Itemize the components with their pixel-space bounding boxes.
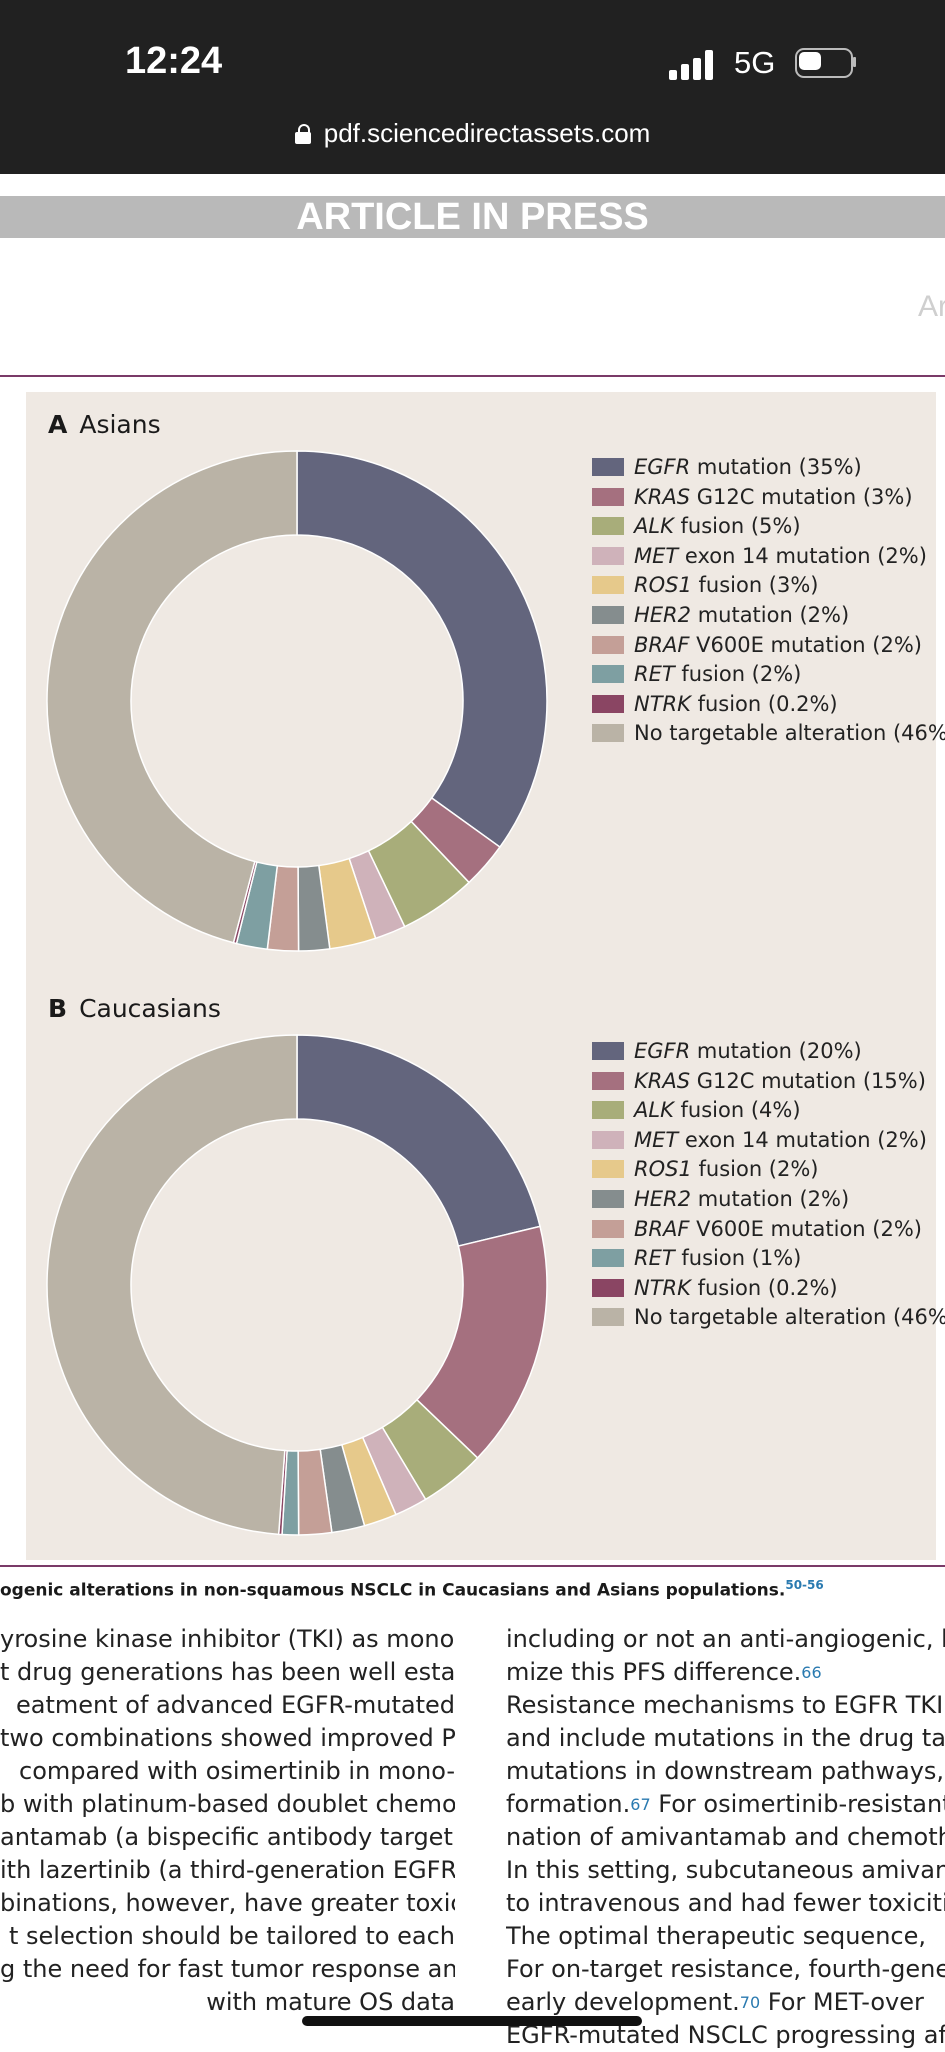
text-line: two combinations showed improved PFS [0, 1724, 455, 1752]
legend-swatch [592, 458, 624, 476]
legend-label: EGFR mutation (20%) [634, 1039, 862, 1063]
legend-label: RET fusion (2%) [634, 662, 802, 687]
network-label: 5G [734, 45, 776, 80]
legend-label: ALK fusion (4%) [634, 1098, 801, 1123]
legend-label: KRAS G12C mutation (3%) [634, 484, 913, 509]
article-in-press-banner: ARTICLE IN PRESS [0, 196, 945, 238]
legend-label: BRAF V600E mutation (2%) [634, 1216, 922, 1241]
caption-rule [0, 1565, 945, 1567]
panel-a-title: A Asians [48, 410, 161, 439]
text-line: g the need for fast tumor response and [0, 1955, 455, 1983]
legend-label: BRAF V600E mutation (2%) [634, 632, 922, 657]
left-column-text: yrosine kinase inhibitor (TKI) as mono-t… [0, 1623, 455, 2019]
legend-label: EGFR mutation (35%) [634, 455, 862, 479]
legend-swatch [592, 1308, 624, 1327]
status-bar: 12:24 5G pdf.sciencedirectassets.com [0, 0, 945, 174]
legend-label: HER2 mutation (2%) [634, 1187, 850, 1211]
text-line: and include mutations in the drug targ [506, 1724, 945, 1752]
battery-icon [795, 48, 857, 78]
reference-link[interactable]: 67 [630, 1795, 651, 1814]
panel-b-title: B Caucasians [48, 994, 221, 1023]
legend-swatch [592, 1160, 624, 1179]
legend-swatch [592, 1071, 624, 1090]
right-column-text: including or not an anti-angiogenic, h mi… [506, 1623, 945, 2052]
reference-link[interactable]: 70 [739, 1993, 761, 2012]
text-line: ith lazertinib (a third-generation EGFR [0, 1856, 455, 1884]
legend-swatch [592, 606, 624, 624]
figure-caption: ogenic alterations in non-squamous NSCLC… [0, 1578, 824, 1601]
legend-swatch [592, 546, 624, 565]
text-line: mutations in downstream pathways, [506, 1757, 945, 1785]
text-line: For on-target resistance, fourth-genera [506, 1955, 945, 1983]
text-line: to intravenous and had fewer toxicitie [506, 1889, 945, 1917]
clock: 12:24 [125, 40, 223, 82]
legend-label: ALK fusion (5%) [634, 514, 801, 539]
text-line: early development.70 For MET-over [506, 1988, 924, 2016]
legend-label: ROS1 fusion (3%) [634, 573, 819, 598]
slice-egfr-mutation [296, 450, 548, 849]
running-header-fragment: Ar [918, 290, 945, 323]
figure-panel: A Asians EGFR mutation (35%) KRAS G12C mut… [26, 392, 945, 1560]
legend-label: MET exon 14 mutation (2%) [634, 1127, 927, 1152]
home-indicator[interactable] [302, 2016, 642, 2026]
text-line: t drug generations has been well estab- [0, 1658, 455, 1686]
legend-swatch [592, 1249, 624, 1268]
text-line: nation of amivantamab and chemothe [506, 1823, 945, 1851]
legend-label: HER2 mutation (2%) [634, 603, 850, 627]
legend-label: No targetable alteration (46%) [634, 721, 945, 746]
text-line: Resistance mechanisms to EGFR TKI [506, 1691, 944, 1719]
legend-swatch [592, 1101, 624, 1120]
legend-swatch [592, 487, 624, 506]
legend-swatch [592, 517, 624, 536]
text-line: including or not an anti-angiogenic, h [506, 1625, 945, 1653]
legend-swatch [592, 724, 624, 743]
text-line: compared with osimertinib in mono- [19, 1757, 455, 1785]
text-line: yrosine kinase inhibitor (TKI) as mono- [0, 1625, 455, 1653]
donut-chart-caucasians [46, 1034, 548, 1536]
text-line: t selection should be tailored to each [8, 1922, 455, 1950]
legend-swatch [592, 1219, 624, 1238]
text-line: eatment of advanced EGFR-mutated [16, 1691, 455, 1719]
legend-swatch [592, 1130, 624, 1149]
legend-swatch [592, 576, 624, 595]
top-rule [0, 375, 945, 377]
legend-label: No targetable alteration (46%) [634, 1305, 945, 1330]
legend-swatch [592, 665, 624, 684]
legend-label: ROS1 fusion (2%) [634, 1157, 819, 1182]
legend-swatch [592, 1042, 624, 1060]
legend-label: KRAS G12C mutation (15%) [634, 1068, 926, 1093]
text-line: with mature OS data [206, 1988, 455, 2016]
legend-swatch [592, 1278, 624, 1297]
text-line: The optimal therapeutic sequence, [506, 1922, 926, 1950]
legend-label: NTRK fusion (0.2%) [634, 1275, 838, 1300]
text-line: In this setting, subcutaneous amivanta [506, 1856, 945, 1884]
legend-swatch [592, 635, 624, 654]
text-line: binations, however, have greater toxic- [0, 1889, 455, 1917]
slice-no-targetable-alteration [46, 450, 298, 944]
legend-swatch [592, 694, 624, 713]
text-line: b with platinum-based doublet chemo- [0, 1790, 455, 1818]
slice-no-targetable-alteration [46, 1034, 298, 1536]
text-line: formation.67 For osimertinib-resistant [506, 1790, 945, 1818]
text-line: mize this PFS difference.66 [506, 1658, 822, 1686]
donut-chart-asians [46, 450, 548, 952]
banner-text: ARTICLE IN PRESS [296, 196, 649, 238]
reference-link[interactable]: 66 [801, 1663, 822, 1682]
caption-refs[interactable]: 50-56 [785, 1578, 824, 1592]
legend-label: MET exon 14 mutation (2%) [634, 543, 927, 568]
legend-label: NTRK fusion (0.2%) [634, 691, 838, 716]
legend-label: RET fusion (1%) [634, 1246, 802, 1271]
url-text: pdf.sciencedirectassets.com [323, 118, 651, 148]
legend-swatch [592, 1190, 624, 1208]
slice-egfr-mutation [296, 1034, 541, 1247]
lock-icon [294, 124, 311, 144]
text-line: antamab (a bispecific antibody targeting [0, 1823, 455, 1851]
address-bar[interactable]: pdf.sciencedirectassets.com [0, 118, 945, 149]
cellular-signal-icon [669, 50, 721, 80]
